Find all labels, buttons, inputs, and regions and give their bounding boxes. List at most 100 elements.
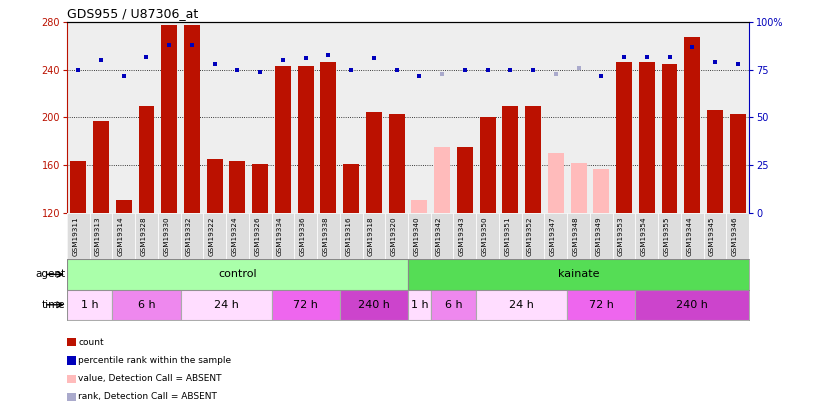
Bar [659, 213, 681, 259]
Text: 24 h: 24 h [509, 300, 534, 310]
Bar [180, 290, 272, 320]
Bar [67, 290, 113, 320]
Text: GSM19351: GSM19351 [504, 216, 510, 256]
Bar [162, 25, 177, 213]
Bar [707, 110, 723, 213]
Bar [339, 213, 362, 259]
Bar [726, 213, 749, 259]
Text: agent: agent [35, 269, 65, 279]
Text: GDS955 / U87306_at: GDS955 / U87306_at [67, 7, 198, 20]
Bar [70, 162, 86, 213]
Bar [503, 106, 518, 213]
Bar [431, 290, 477, 320]
Text: GSM19342: GSM19342 [436, 216, 442, 256]
Bar [366, 111, 382, 213]
Bar [388, 114, 405, 213]
Bar [67, 259, 408, 290]
Bar [593, 168, 610, 213]
Text: GSM19353: GSM19353 [618, 216, 624, 256]
Bar [408, 290, 431, 320]
Bar [385, 213, 408, 259]
Bar [636, 290, 749, 320]
Text: GSM19343: GSM19343 [459, 216, 465, 256]
Text: rank, Detection Call = ABSENT: rank, Detection Call = ABSENT [78, 392, 217, 401]
Bar [590, 213, 613, 259]
Bar [499, 213, 521, 259]
Bar [703, 213, 726, 259]
Bar [636, 213, 659, 259]
Bar [477, 213, 499, 259]
Bar [570, 163, 587, 213]
Text: GSM19322: GSM19322 [209, 216, 215, 256]
Bar [431, 213, 454, 259]
Text: 72 h: 72 h [293, 300, 318, 310]
Bar [203, 213, 226, 259]
Bar [639, 62, 654, 213]
Bar [184, 25, 200, 213]
Text: GSM19318: GSM19318 [368, 216, 374, 256]
Bar [408, 213, 431, 259]
Text: GSM19338: GSM19338 [322, 216, 328, 256]
Bar [411, 200, 428, 213]
Text: GSM19347: GSM19347 [550, 216, 556, 256]
Text: GSM19346: GSM19346 [732, 216, 738, 256]
Bar [321, 62, 336, 213]
Text: GSM19349: GSM19349 [596, 216, 601, 256]
Text: GSM19348: GSM19348 [573, 216, 579, 256]
Text: time: time [42, 300, 65, 310]
Bar [526, 106, 541, 213]
Bar [180, 213, 203, 259]
Bar [272, 290, 339, 320]
Text: GSM19332: GSM19332 [186, 216, 192, 256]
Text: GSM19311: GSM19311 [73, 216, 78, 256]
Text: kainate: kainate [558, 269, 599, 279]
Text: count: count [78, 338, 104, 347]
Bar [90, 213, 113, 259]
Bar [272, 213, 295, 259]
Bar [457, 147, 472, 213]
Bar [434, 147, 450, 213]
Text: 1 h: 1 h [81, 300, 99, 310]
Text: GSM19355: GSM19355 [663, 216, 669, 256]
Bar [616, 62, 632, 213]
Bar [477, 290, 567, 320]
Text: GSM19350: GSM19350 [481, 216, 488, 256]
Bar [344, 164, 359, 213]
Text: 72 h: 72 h [589, 300, 614, 310]
Bar [295, 213, 317, 259]
Bar [113, 213, 135, 259]
Bar [662, 64, 677, 213]
Text: GSM19334: GSM19334 [277, 216, 283, 256]
Bar [252, 164, 268, 213]
Text: GSM19316: GSM19316 [345, 216, 351, 256]
Text: GSM19328: GSM19328 [140, 216, 147, 256]
Bar [339, 290, 408, 320]
Text: GSM19352: GSM19352 [527, 216, 533, 256]
Text: GSM19336: GSM19336 [299, 216, 306, 256]
Bar [67, 213, 90, 259]
Bar [730, 114, 746, 213]
Bar [544, 213, 567, 259]
Bar [521, 213, 544, 259]
Text: GSM19330: GSM19330 [163, 216, 169, 256]
Text: 6 h: 6 h [445, 300, 463, 310]
Bar [135, 213, 157, 259]
Text: value, Detection Call = ABSENT: value, Detection Call = ABSENT [78, 374, 222, 383]
Bar [685, 36, 700, 213]
Bar [548, 153, 564, 213]
Text: percentile rank within the sample: percentile rank within the sample [78, 356, 232, 365]
Text: 1 h: 1 h [410, 300, 428, 310]
Text: GSM19344: GSM19344 [686, 216, 692, 256]
Bar [93, 121, 109, 213]
Bar [249, 213, 272, 259]
Text: GSM19313: GSM19313 [95, 216, 101, 256]
Bar [206, 159, 223, 213]
Bar [275, 66, 290, 213]
Text: GSM19320: GSM19320 [391, 216, 397, 256]
Bar [226, 213, 249, 259]
Text: GSM19354: GSM19354 [641, 216, 647, 256]
Text: GSM19340: GSM19340 [414, 216, 419, 256]
Bar [317, 213, 339, 259]
Bar [157, 213, 180, 259]
Bar [681, 213, 703, 259]
